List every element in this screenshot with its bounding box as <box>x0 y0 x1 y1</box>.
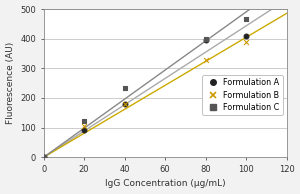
Point <box>41 156 46 159</box>
Point <box>41 156 46 159</box>
Point <box>122 103 127 106</box>
Point <box>244 18 248 21</box>
Point <box>203 38 208 41</box>
Point <box>244 35 248 38</box>
Point <box>82 124 86 127</box>
X-axis label: IgG Concentration (μg/mL): IgG Concentration (μg/mL) <box>105 179 225 188</box>
Point <box>82 119 86 122</box>
Point <box>203 59 208 62</box>
Point <box>122 103 127 106</box>
Point <box>82 128 86 131</box>
Point <box>203 38 208 41</box>
Legend: Formulation A, Formulation B, Formulation C: Formulation A, Formulation B, Formulatio… <box>202 75 283 115</box>
Y-axis label: Fluorescence (AU): Fluorescence (AU) <box>6 42 15 124</box>
Point <box>122 86 127 89</box>
Point <box>244 40 248 43</box>
Point <box>41 156 46 159</box>
